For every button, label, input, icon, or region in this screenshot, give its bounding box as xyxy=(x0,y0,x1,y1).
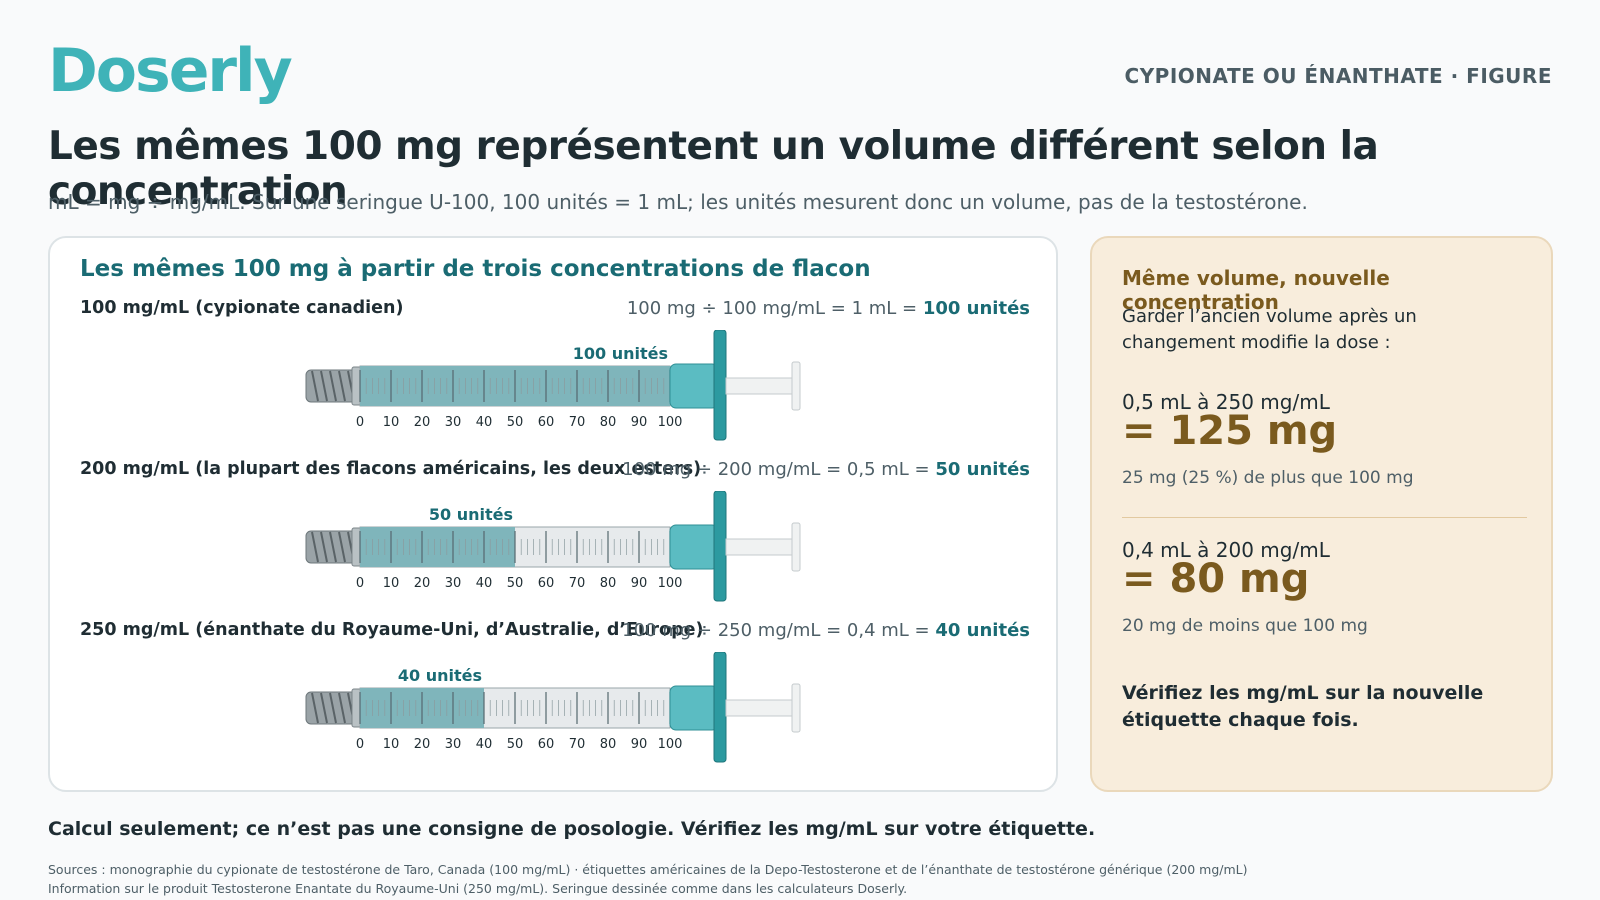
plunger-rod xyxy=(725,377,797,395)
tick-label: 0 xyxy=(356,737,364,752)
finger-flange xyxy=(713,491,727,602)
finger-flange xyxy=(713,652,727,763)
tick-label: 60 xyxy=(538,737,555,752)
concentration-row-250: 250 mg/mL (énanthate du Royaume-Uni, d’A… xyxy=(80,620,1030,770)
sources: Sources : monographie du cypionate de te… xyxy=(48,860,1248,898)
tick-label: 90 xyxy=(631,576,648,591)
tick-label: 70 xyxy=(569,576,586,591)
row-units-result: 50 unités xyxy=(935,459,1030,480)
tick-label: 100 xyxy=(658,737,683,752)
plunger-thumb xyxy=(791,361,801,411)
tick-label: 60 xyxy=(538,576,555,591)
page-subtitle: mL = mg ÷ mg/mL. Sur une seringue U-100,… xyxy=(48,190,1308,214)
fill-label: 40 unités xyxy=(398,666,482,685)
finger-flange xyxy=(713,330,727,441)
card-title: Les mêmes 100 mg à partir de trois conce… xyxy=(80,256,871,282)
tick-label: 20 xyxy=(414,415,431,430)
tick-label: 40 xyxy=(476,415,493,430)
final-warning: Vérifiez les mg/mL sur la nouvelle étiqu… xyxy=(1122,682,1484,731)
sources-line-1: Sources : monographie du cypionate de te… xyxy=(48,862,1248,877)
tick-label: 0 xyxy=(356,415,364,430)
tick-label: 50 xyxy=(507,415,524,430)
row-equation: 100 mg ÷ 200 mg/mL = 0,5 mL = 50 unités xyxy=(622,459,1030,480)
fill-label: 100 unités xyxy=(573,344,668,363)
tick-label: 40 xyxy=(476,737,493,752)
row-equation: 100 mg ÷ 100 mg/mL = 1 mL = 100 unités xyxy=(626,298,1030,319)
figure-kicker: CYPIONATE OU ÉNANTHATE · FIGURE xyxy=(1124,64,1552,88)
case-2-result: = 80 mg xyxy=(1122,556,1310,602)
concentration-row-200: 200 mg/mL (la plupart des flacons améric… xyxy=(80,459,1030,609)
fill-label: 50 unités xyxy=(429,505,513,524)
tick-label: 100 xyxy=(658,415,683,430)
plunger-hub xyxy=(669,363,719,409)
tick-label: 30 xyxy=(445,415,462,430)
tick-label: 10 xyxy=(383,576,400,591)
plunger-hub xyxy=(669,685,719,731)
tick-label: 100 xyxy=(658,576,683,591)
syringe-diagram: 40 unités 0 10 20 30 40 50 60 70 80 90 100 xyxy=(305,652,801,763)
tick-label: 10 xyxy=(383,415,400,430)
row-label: 100 mg/mL (cypionate canadien) xyxy=(80,298,404,318)
row-label: 250 mg/mL (énanthate du Royaume-Uni, d’A… xyxy=(80,620,704,640)
case-2-label: 0,4 mL à 200 mg/mL xyxy=(1122,538,1330,562)
card-title: Même volume, nouvelle concentration xyxy=(1122,266,1390,314)
syringe-diagram: 50 unités 0 10 20 30 40 50 60 70 80 90 100 xyxy=(305,491,801,602)
tick-label: 20 xyxy=(414,576,431,591)
row-units-result: 40 unités xyxy=(935,620,1030,641)
plunger-rod xyxy=(725,538,797,556)
divider xyxy=(1122,517,1527,518)
needle-hub-icon xyxy=(305,366,363,406)
tick-label: 50 xyxy=(507,576,524,591)
card-intro: Garder l’ancien volume après un changeme… xyxy=(1122,306,1417,353)
plunger-rod xyxy=(725,699,797,717)
needle-hub-icon xyxy=(305,527,363,567)
concentration-change-card: Même volume, nouvelle concentration Gard… xyxy=(1090,236,1553,792)
tick-label: 80 xyxy=(600,415,617,430)
tick-label: 30 xyxy=(445,737,462,752)
tick-label: 70 xyxy=(569,737,586,752)
case-1-note: 25 mg (25 %) de plus que 100 mg xyxy=(1122,468,1414,488)
row-equation: 100 mg ÷ 250 mg/mL = 0,4 mL = 40 unités xyxy=(622,620,1030,641)
sources-line-2: Information sur le produit Testosterone … xyxy=(48,881,908,896)
row-label: 200 mg/mL (la plupart des flacons améric… xyxy=(80,459,702,479)
plunger-thumb xyxy=(791,683,801,733)
syringe-fill xyxy=(360,527,515,567)
case-1-label: 0,5 mL à 250 mg/mL xyxy=(1122,390,1330,414)
row-units-result: 100 unités xyxy=(922,298,1030,319)
tick-label: 90 xyxy=(631,737,648,752)
plunger-hub xyxy=(669,524,719,570)
tick-label: 30 xyxy=(445,576,462,591)
page-title: Les mêmes 100 mg représentent un volume … xyxy=(48,124,1379,214)
tick-label: 80 xyxy=(600,737,617,752)
tick-label: 70 xyxy=(569,415,586,430)
disclaimer: Calcul seulement; ce n’est pas une consi… xyxy=(48,818,1096,840)
concentration-row-100: 100 mg/mL (cypionate canadien) 100 mg ÷ … xyxy=(80,298,1030,448)
tick-label: 0 xyxy=(356,576,364,591)
plunger-thumb xyxy=(791,522,801,572)
tick-label: 20 xyxy=(414,737,431,752)
case-1-result: = 125 mg xyxy=(1122,408,1338,454)
brand-logo: Doserly xyxy=(48,36,293,106)
tick-label: 80 xyxy=(600,576,617,591)
tick-label: 90 xyxy=(631,415,648,430)
needle-hub-icon xyxy=(305,688,363,728)
tick-label: 40 xyxy=(476,576,493,591)
tick-label: 10 xyxy=(383,737,400,752)
case-2-note: 20 mg de moins que 100 mg xyxy=(1122,616,1368,636)
syringe-comparison-card: Les mêmes 100 mg à partir de trois conce… xyxy=(48,236,1058,792)
tick-label: 50 xyxy=(507,737,524,752)
tick-label: 60 xyxy=(538,415,555,430)
syringe-diagram: 100 unités 0 10 20 30 40 50 60 70 80 90 100 xyxy=(305,330,801,441)
